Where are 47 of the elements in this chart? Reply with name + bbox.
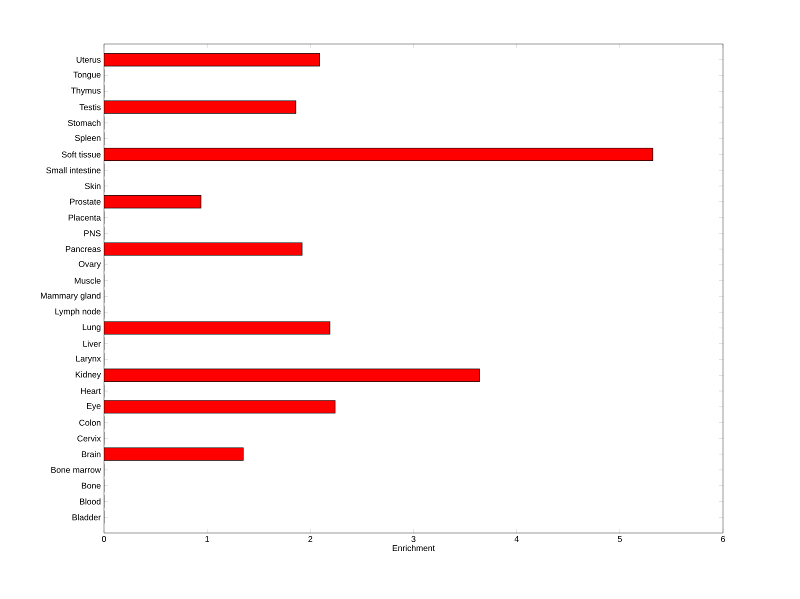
y-tick-label: Larynx — [76, 356, 101, 364]
x-tick-label: 4 — [514, 536, 519, 542]
y-tick-label: Tongue — [73, 72, 101, 80]
bar — [104, 368, 480, 382]
bar — [104, 100, 296, 114]
y-tick-label: Prostate — [70, 198, 101, 205]
x-tick-label: 6 — [721, 536, 725, 542]
bar — [104, 148, 654, 162]
y-tick-label: Cervix — [77, 435, 101, 442]
y-tick-label: Uterus — [76, 56, 101, 63]
x-tick-label: 0 — [102, 536, 106, 542]
y-tick-label: Skin — [84, 182, 100, 190]
bar — [104, 400, 336, 414]
y-tick-label: Soft tissue — [62, 151, 101, 158]
y-tick-label: Pancreas — [66, 246, 101, 252]
y-tick-label: Brain — [82, 451, 100, 458]
y-tick-label: Lung — [82, 324, 100, 332]
bar — [104, 53, 320, 66]
y-tick-label: Small intestine — [46, 167, 101, 174]
y-tick-label: Lymph node — [55, 308, 101, 316]
y-tick-label: Stomach — [68, 120, 100, 126]
bar — [104, 195, 202, 208]
y-tick-label: Blood — [80, 498, 100, 505]
bar — [104, 242, 302, 256]
y-tick-label: Spleen — [75, 134, 100, 143]
x-tick-label: 3 — [411, 536, 416, 542]
y-tick-label: Bone — [82, 482, 101, 489]
y-tick-label: Testis — [80, 104, 101, 110]
y-tick-label: PNS — [84, 230, 101, 236]
y-tick-label: Bladder — [72, 514, 101, 520]
bar — [104, 321, 330, 335]
y-tick-label: Bone marrow — [51, 466, 101, 473]
y-tick-label: Kidney — [76, 371, 101, 380]
y-tick-label: Colon — [79, 419, 100, 426]
x-tick-label: 1 — [205, 536, 210, 542]
y-tick-label: Eye — [87, 403, 101, 411]
y-tick-label: Placenta — [68, 214, 101, 221]
y-tick-label: Ovary — [78, 261, 101, 269]
bar — [104, 448, 244, 461]
y-tick-label: Muscle — [74, 278, 101, 284]
y-tick-label: Heart — [80, 388, 101, 394]
x-axis-title: Enrichment — [392, 544, 435, 552]
x-tick-label: 5 — [618, 536, 622, 542]
y-tick-label: Thymus — [71, 87, 101, 96]
y-tick-label: Mammary gland — [40, 292, 100, 300]
x-tick-label: 2 — [308, 536, 312, 542]
y-tick-label: Liver — [83, 340, 101, 347]
